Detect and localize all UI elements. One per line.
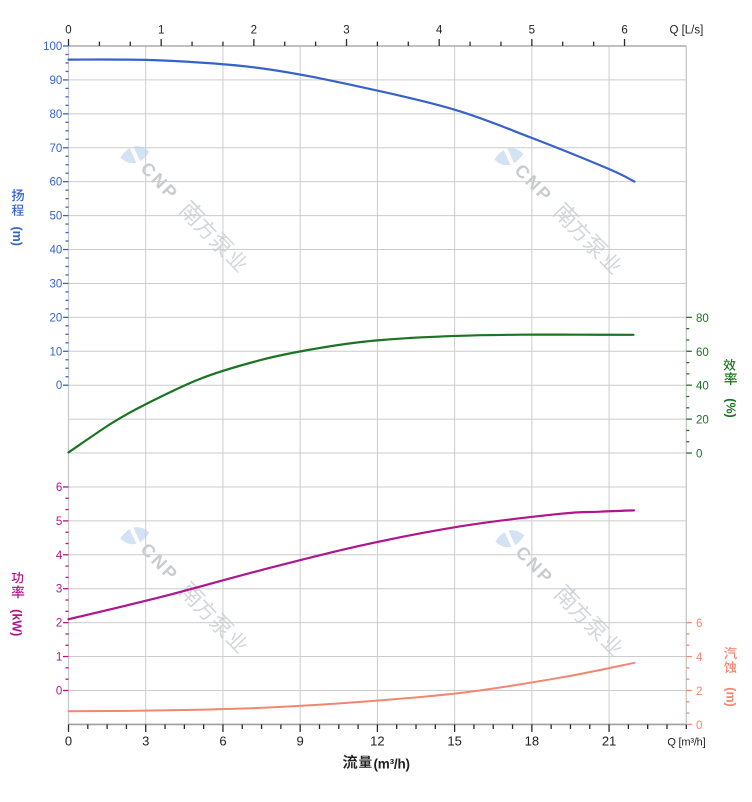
svg-text:Q [m³/h]: Q [m³/h] <box>667 737 705 749</box>
svg-text:100: 100 <box>43 41 62 53</box>
svg-text:60: 60 <box>696 347 709 359</box>
svg-text:(%): (%) <box>723 398 737 417</box>
svg-text:18: 18 <box>525 734 539 749</box>
svg-text:40: 40 <box>50 245 63 257</box>
svg-text:21: 21 <box>602 734 616 749</box>
svg-text:0: 0 <box>65 734 72 749</box>
svg-text:90: 90 <box>50 75 63 87</box>
svg-text:3: 3 <box>343 25 349 37</box>
svg-text:20: 20 <box>696 415 709 427</box>
svg-text:40: 40 <box>696 381 709 393</box>
svg-text:80: 80 <box>696 313 709 325</box>
svg-text:(kW): (kW) <box>10 609 24 636</box>
svg-text:6: 6 <box>56 482 62 494</box>
svg-text:0: 0 <box>56 685 62 697</box>
svg-text:5: 5 <box>56 516 62 528</box>
svg-text:2: 2 <box>56 618 62 630</box>
svg-text:6: 6 <box>219 734 226 749</box>
svg-text:3: 3 <box>142 734 149 749</box>
svg-text:0: 0 <box>56 380 62 392</box>
svg-text:6: 6 <box>696 618 702 630</box>
svg-text:(m): (m) <box>724 687 738 706</box>
svg-text:0: 0 <box>65 25 71 37</box>
svg-text:2: 2 <box>251 25 257 37</box>
svg-text:3: 3 <box>56 584 62 596</box>
svg-text:1: 1 <box>158 25 164 37</box>
svg-text:20: 20 <box>50 312 63 324</box>
svg-text:4: 4 <box>56 550 63 562</box>
svg-text:9: 9 <box>297 734 304 749</box>
svg-text:2: 2 <box>696 686 702 698</box>
svg-text:70: 70 <box>50 143 63 155</box>
svg-text:0: 0 <box>696 449 702 461</box>
svg-text:30: 30 <box>50 278 63 290</box>
svg-text:Q [L/s]: Q [L/s] <box>669 25 703 37</box>
svg-text:10: 10 <box>50 346 63 358</box>
svg-text:60: 60 <box>50 177 63 189</box>
svg-text:0: 0 <box>696 720 702 732</box>
svg-text:(m³/h): (m³/h) <box>374 757 410 772</box>
svg-text:1: 1 <box>56 652 62 664</box>
svg-text:(m): (m) <box>10 226 24 245</box>
svg-text:80: 80 <box>50 109 63 121</box>
svg-text:12: 12 <box>370 734 384 749</box>
svg-text:5: 5 <box>529 25 535 37</box>
svg-text:4: 4 <box>696 652 703 664</box>
svg-text:6: 6 <box>621 25 627 37</box>
svg-text:15: 15 <box>447 734 461 749</box>
svg-text:50: 50 <box>50 211 63 223</box>
svg-text:4: 4 <box>436 25 443 37</box>
